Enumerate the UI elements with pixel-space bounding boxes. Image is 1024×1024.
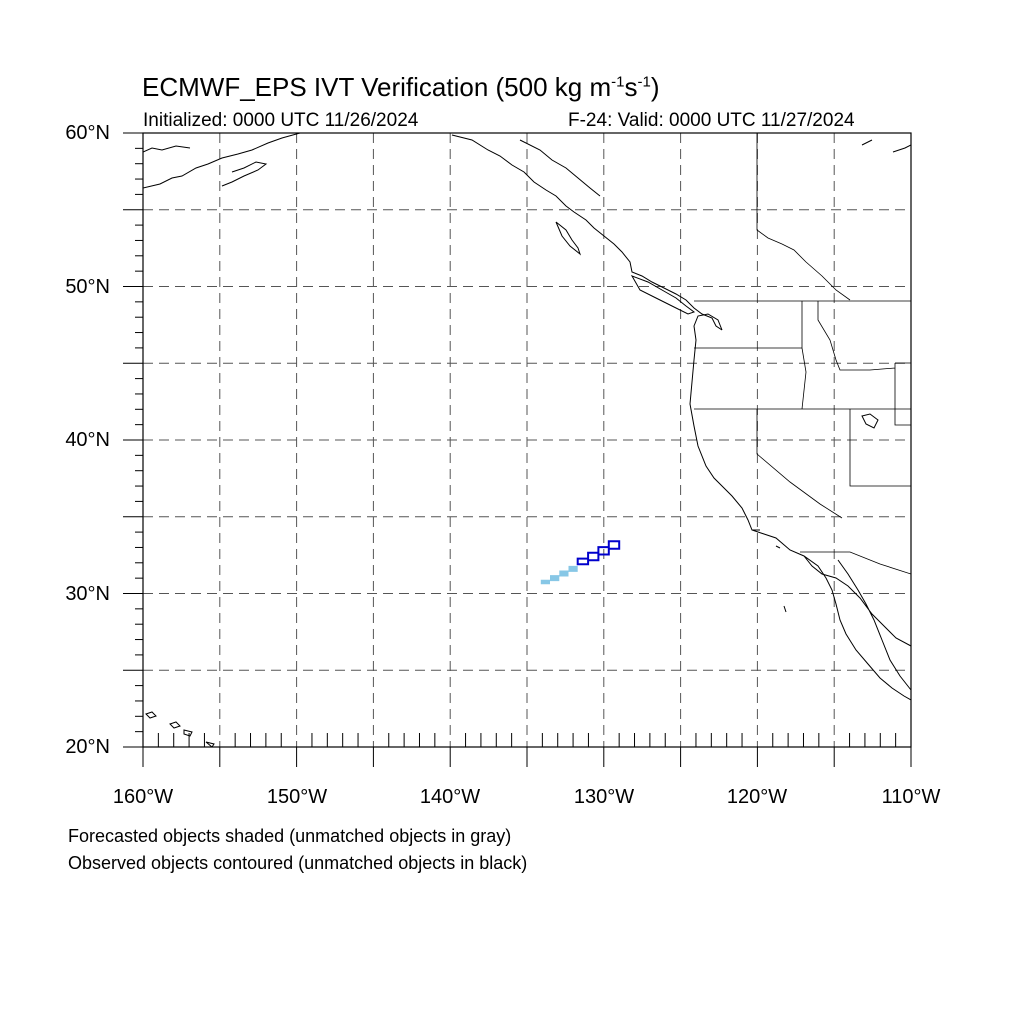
lon-label-150w: 150°W xyxy=(266,786,328,808)
lat-label-40: 40°N xyxy=(65,429,110,451)
lon-label-120w: 120°W xyxy=(726,786,788,808)
geography-layer xyxy=(143,133,911,747)
lat-lon-grid xyxy=(143,133,911,747)
forecast-note: Forecasted objects shaded (unmatched obj… xyxy=(68,826,512,846)
observed-ivt-object xyxy=(576,540,621,566)
alaska-coastline xyxy=(143,133,911,189)
lon-label-110w: 110°W xyxy=(881,786,941,808)
islands xyxy=(145,413,879,747)
lon-label-130w: 130°W xyxy=(573,786,635,808)
initialized-label: Initialized: 0000 UTC 11/26/2024 xyxy=(143,110,419,131)
us-coastline xyxy=(689,313,911,701)
forecast-ivt-object xyxy=(540,565,578,585)
political-boundaries xyxy=(694,133,911,575)
valid-label: F-24: Valid: 0000 UTC 11/27/2024 xyxy=(568,110,855,131)
observed-note: Observed objects contoured (unmatched ob… xyxy=(68,853,528,873)
lon-label-140w: 140°W xyxy=(419,786,481,808)
lat-label-30: 30°N xyxy=(65,583,110,605)
lon-label-160w: 160°W xyxy=(112,786,174,808)
lat-label-50: 50°N xyxy=(65,276,110,298)
lat-label-60: 60°N xyxy=(65,122,110,144)
lat-label-20: 20°N xyxy=(65,736,110,758)
bc-coastline xyxy=(451,134,723,331)
page-title: ECMWF_EPS IVT Verification (500 kg m-1s-… xyxy=(142,72,660,102)
axis-ticks xyxy=(123,132,912,767)
